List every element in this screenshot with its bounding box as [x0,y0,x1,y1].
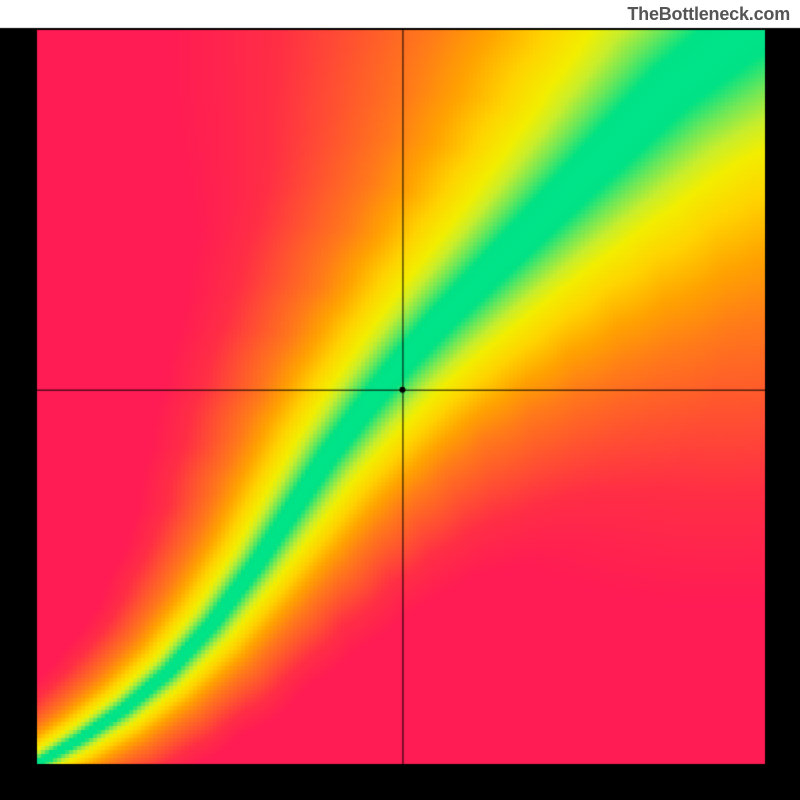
bottleneck-heatmap [0,0,800,800]
attribution-label: TheBottleneck.com [627,4,790,25]
